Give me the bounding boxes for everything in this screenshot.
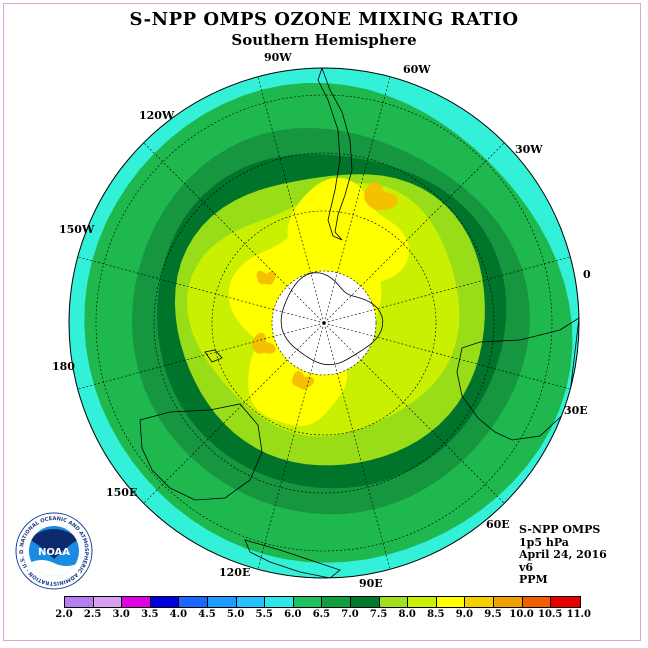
map-subtitle: Southern Hemisphere xyxy=(231,31,417,49)
indonesia-outline xyxy=(244,539,341,578)
color-scale-tick-label: 4.0 xyxy=(169,609,188,620)
info-version: v6 xyxy=(519,560,534,574)
color-scale-tick-label: 9.0 xyxy=(455,609,474,620)
meridian-line xyxy=(72,322,325,391)
color-scale-swatch xyxy=(122,597,151,607)
product-info: S-NPP OMPS 1p5 hPa April 24, 2016 v6 PPM xyxy=(519,523,607,587)
color-scale-tick-label: 8.0 xyxy=(398,609,416,620)
meridian-line xyxy=(323,322,392,575)
noaa-logo-text: NOAA xyxy=(38,547,70,558)
lon-label-90e: 90E xyxy=(359,577,383,590)
color-scale-tick-label: 6.0 xyxy=(284,609,302,620)
africa-outline xyxy=(456,317,579,441)
lon-label-0: 0 xyxy=(583,268,591,281)
color-scale-tick-label: 4.5 xyxy=(198,609,216,620)
info-instrument: S-NPP OMPS xyxy=(519,523,601,536)
color-scale-tick-label: 3.5 xyxy=(141,609,159,620)
lon-label-30w: 30W xyxy=(515,143,543,156)
contour-9-0-b xyxy=(251,332,276,354)
color-scale-swatch xyxy=(551,597,580,607)
color-scale-swatch xyxy=(322,597,351,607)
meridian-line xyxy=(323,71,392,324)
color-scale-tick-label: 10.0 xyxy=(509,609,534,620)
contour-9-0-d xyxy=(256,270,276,285)
info-level: 1p5 hPa xyxy=(519,535,569,549)
color-scale-swatch xyxy=(350,597,380,607)
color-scale-swatch xyxy=(293,597,323,607)
contour-9-0-c xyxy=(291,371,315,390)
color-scale-tick-label: 5.5 xyxy=(255,609,273,620)
image-frame xyxy=(3,3,641,641)
color-scale-swatch xyxy=(379,597,409,607)
new-zealand-outline xyxy=(204,349,223,363)
meridian-line xyxy=(323,322,576,391)
meridian-line xyxy=(323,138,509,324)
meridian-line xyxy=(256,71,325,324)
color-scale-swatch xyxy=(522,597,552,607)
lon-label-60e: 60E xyxy=(486,518,510,531)
meridian-line xyxy=(323,322,509,508)
color-scale-swatch xyxy=(93,597,123,607)
contour-9-0-a xyxy=(364,182,398,211)
color-scale-tick-label: 2.0 xyxy=(55,609,73,620)
color-scale-swatch xyxy=(465,597,494,607)
latitude-circle xyxy=(211,210,437,436)
lon-label-180: 180 xyxy=(52,360,75,373)
color-scale-tick-label: 6.5 xyxy=(312,609,331,620)
color-scale-swatch xyxy=(436,597,466,607)
meridian-line xyxy=(139,322,325,508)
lon-label-30e: 30E xyxy=(564,404,588,417)
latitude-circle xyxy=(95,94,553,552)
map-boundary xyxy=(68,67,580,579)
lon-label-120w: 120W xyxy=(139,109,175,122)
lon-label-150e: 150E xyxy=(106,486,138,499)
color-scale-bar xyxy=(64,596,581,608)
info-date: April 24, 2016 xyxy=(519,548,607,561)
color-scale-tick-label: 9.5 xyxy=(484,609,502,620)
lon-label-90w: 90W xyxy=(264,51,292,64)
south-america-outline xyxy=(317,68,353,241)
color-scale-swatch xyxy=(236,597,266,607)
meridian-line xyxy=(323,255,576,324)
color-scale-swatch xyxy=(150,597,180,607)
color-scale-ticks: 2.0 2.5 3.0 3.5 4.0 4.5 5.0 5.5 6.0 6.5 7.0 7.5 8.0 8… xyxy=(50,609,595,623)
meridian-line xyxy=(72,255,325,324)
color-scale-tick-label: 5.0 xyxy=(226,609,245,620)
color-scale-swatch xyxy=(493,597,523,607)
latitude-circle xyxy=(153,152,495,494)
lon-label-150w: 150W xyxy=(59,223,95,236)
color-scale-swatch xyxy=(65,597,94,607)
color-scale-tick-label: 3.0 xyxy=(112,609,130,620)
meridian-line xyxy=(139,138,325,324)
color-scale-tick-label: 11.0 xyxy=(566,609,591,620)
color-scale-swatch xyxy=(408,597,437,607)
color-scale-swatch xyxy=(179,597,208,607)
color-scale-tick-label: 7.0 xyxy=(341,609,359,620)
color-scale-tick-label: 10.5 xyxy=(538,609,563,620)
noaa-logo: NATIONAL OCEANIC AND ATMOSPHERIC ADMINIS… xyxy=(14,511,93,590)
antarctica-outline xyxy=(280,272,384,366)
australia-outline xyxy=(139,403,263,501)
info-units: PPM xyxy=(519,573,548,586)
map-title: S-NPP OMPS OZONE MIXING RATIO xyxy=(129,9,519,30)
color-scale-swatch xyxy=(265,597,294,607)
color-scale-swatch xyxy=(207,597,237,607)
latitude-circle xyxy=(271,270,377,376)
lon-label-120e: 120E xyxy=(219,566,251,579)
meridian-line xyxy=(256,322,325,575)
color-scale-tick-label: 8.5 xyxy=(427,609,445,620)
south-pole-marker xyxy=(322,321,326,325)
color-scale-tick-label: 2.5 xyxy=(83,609,102,620)
lon-label-60w: 60W xyxy=(403,63,431,76)
color-scale-tick-label: 7.5 xyxy=(369,609,388,620)
